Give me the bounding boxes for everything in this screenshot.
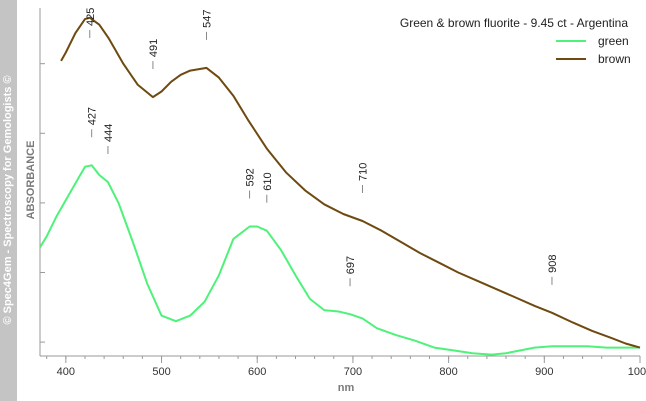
- series-line-brown: [60, 16, 641, 349]
- peak-label: 491: [148, 39, 160, 57]
- x-tick-label: 400: [57, 366, 75, 378]
- peak-label: 592: [245, 168, 257, 186]
- x-tick-label: 1000: [628, 366, 646, 378]
- x-tick-label: 900: [535, 366, 553, 378]
- x-tick-label: 800: [439, 366, 457, 378]
- peak-label: 444: [103, 124, 115, 142]
- peak-annotation-710: 710: [357, 163, 369, 193]
- legend: green brown: [556, 34, 631, 66]
- peak-annotation-908: 908: [547, 254, 559, 285]
- peak-annotation-592: 592: [245, 168, 257, 199]
- peak-label: 710: [357, 163, 369, 181]
- series-line-green: [39, 164, 640, 356]
- peak-label: 427: [87, 107, 99, 125]
- x-axis-title: nm: [338, 382, 355, 394]
- legend-label-green: green: [598, 34, 629, 48]
- chart-title: Green & brown fluorite - 9.45 ct - Argen…: [400, 16, 628, 30]
- peak-annotations: 425 491 547 710 908 427 444 592 610 697: [85, 8, 559, 287]
- peak-annotation-697: 697: [345, 256, 357, 287]
- x-tick-label: 700: [344, 366, 362, 378]
- chart-axes: 400 500 600 700 800 900 1000: [39, 8, 646, 378]
- peak-annotation-610: 610: [262, 172, 274, 203]
- peak-annotation-547: 547: [202, 9, 214, 40]
- y-axis-title: ABSORBANCE: [25, 141, 37, 220]
- legend-label-brown: brown: [598, 52, 631, 66]
- peak-label: 610: [262, 172, 274, 190]
- copyright-sidebar: © Spec4Gem - Spectroscopy for Gemologist…: [0, 0, 17, 401]
- peak-annotation-444: 444: [103, 124, 115, 154]
- peak-annotation-427: 427: [87, 107, 99, 138]
- peak-label: 547: [202, 9, 214, 27]
- peak-annotation-425: 425: [85, 8, 97, 38]
- peak-annotation-491: 491: [148, 39, 160, 70]
- peak-label: 697: [345, 256, 357, 274]
- series-layer: [39, 16, 641, 356]
- x-tick-label: 600: [248, 366, 266, 378]
- peak-label: 425: [85, 8, 97, 26]
- peak-label: 908: [547, 254, 559, 272]
- x-tick-label: 500: [152, 366, 170, 378]
